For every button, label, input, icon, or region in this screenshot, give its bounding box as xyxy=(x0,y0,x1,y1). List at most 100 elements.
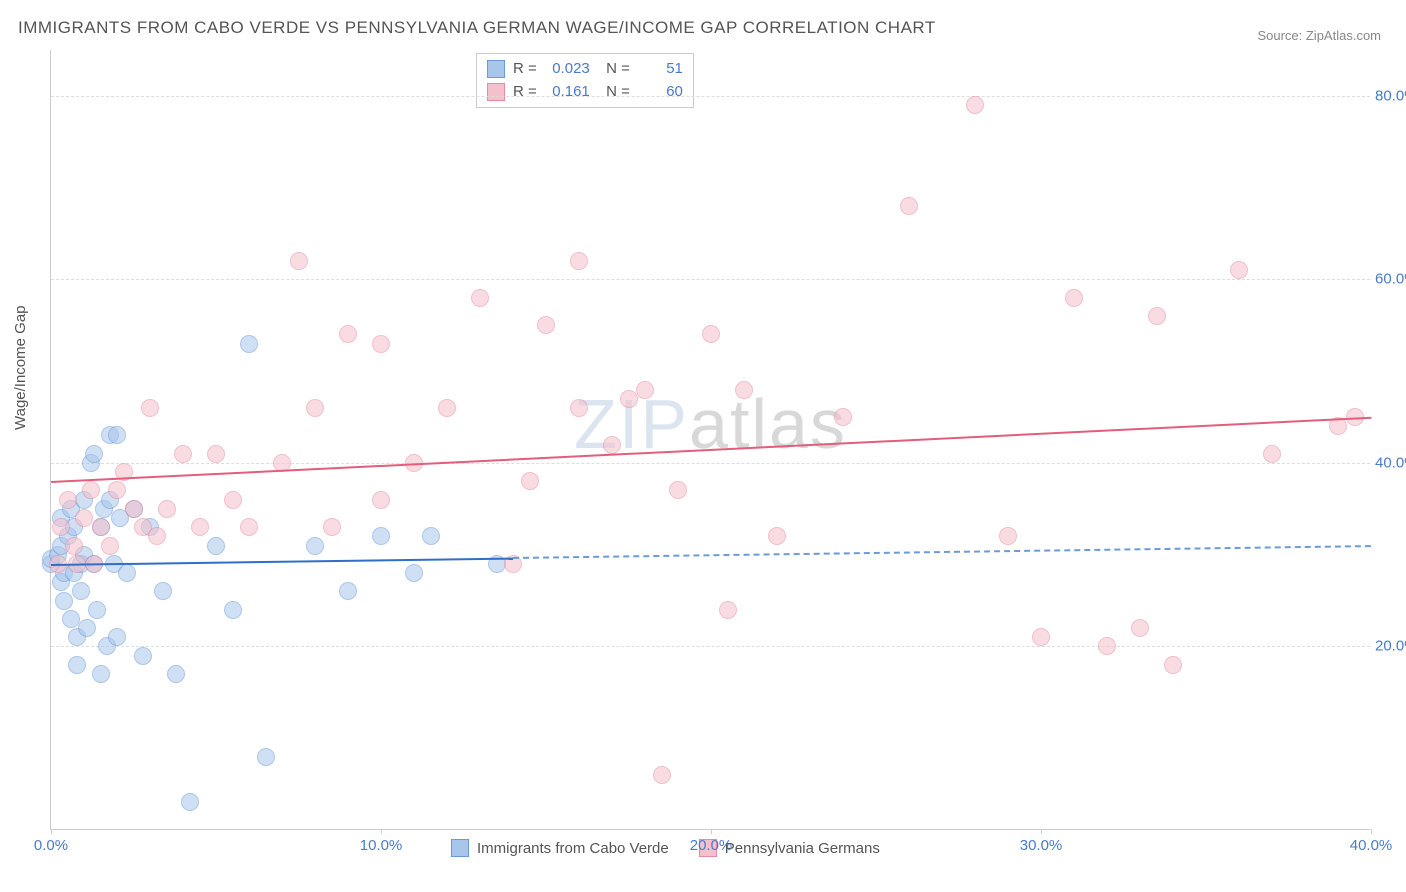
x-tick xyxy=(1041,829,1042,834)
scatter-point-series-1 xyxy=(1148,307,1166,325)
y-tick-label: 20.0% xyxy=(1375,638,1406,655)
scatter-point-series-1 xyxy=(719,601,737,619)
scatter-point-series-0 xyxy=(62,610,80,628)
scatter-point-series-0 xyxy=(88,601,106,619)
gridline xyxy=(51,279,1370,280)
scatter-point-series-0 xyxy=(108,628,126,646)
scatter-point-series-1 xyxy=(148,527,166,545)
scatter-point-series-0 xyxy=(181,793,199,811)
scatter-point-series-1 xyxy=(570,252,588,270)
scatter-point-series-0 xyxy=(306,537,324,555)
scatter-point-series-1 xyxy=(174,445,192,463)
x-tick xyxy=(1371,829,1372,834)
scatter-point-series-1 xyxy=(438,399,456,417)
scatter-point-series-1 xyxy=(768,527,786,545)
scatter-point-series-1 xyxy=(636,381,654,399)
scatter-point-series-1 xyxy=(834,408,852,426)
y-tick-label: 40.0% xyxy=(1375,454,1406,471)
chart-title: IMMIGRANTS FROM CABO VERDE VS PENNSYLVAN… xyxy=(18,18,936,38)
x-tick-label: 0.0% xyxy=(34,837,68,854)
scatter-point-series-1 xyxy=(75,509,93,527)
legend-item-series-0: Immigrants from Cabo Verde xyxy=(451,839,669,857)
scatter-point-series-1 xyxy=(603,436,621,454)
scatter-point-series-1 xyxy=(372,335,390,353)
plot-area: ZIPatlas R = 0.023 N = 51 R = 0.161 N = … xyxy=(50,50,1370,830)
trend-line-series-1 xyxy=(51,417,1371,483)
scatter-point-series-0 xyxy=(118,564,136,582)
scatter-point-series-1 xyxy=(323,518,341,536)
trend-line-series-0-dashed xyxy=(513,546,1371,560)
scatter-point-series-1 xyxy=(65,537,83,555)
scatter-point-series-1 xyxy=(158,500,176,518)
y-tick-label: 80.0% xyxy=(1375,87,1406,104)
scatter-point-series-1 xyxy=(101,537,119,555)
swatch-series-0 xyxy=(487,60,505,78)
scatter-point-series-0 xyxy=(207,537,225,555)
scatter-point-series-1 xyxy=(653,766,671,784)
scatter-point-series-1 xyxy=(306,399,324,417)
swatch-series-0-bottom xyxy=(451,839,469,857)
scatter-point-series-1 xyxy=(999,527,1017,545)
scatter-point-series-0 xyxy=(108,426,126,444)
scatter-point-series-0 xyxy=(240,335,258,353)
scatter-point-series-0 xyxy=(78,619,96,637)
scatter-point-series-1 xyxy=(108,481,126,499)
scatter-point-series-1 xyxy=(224,491,242,509)
scatter-point-series-1 xyxy=(669,481,687,499)
scatter-point-series-1 xyxy=(900,197,918,215)
corr-row-series-0: R = 0.023 N = 51 xyxy=(487,58,683,81)
scatter-point-series-1 xyxy=(537,316,555,334)
gridline xyxy=(51,646,1370,647)
x-tick xyxy=(51,829,52,834)
gridline xyxy=(51,463,1370,464)
scatter-point-series-1 xyxy=(1230,261,1248,279)
scatter-point-series-0 xyxy=(405,564,423,582)
scatter-point-series-0 xyxy=(372,527,390,545)
scatter-point-series-1 xyxy=(735,381,753,399)
x-tick-label: 20.0% xyxy=(690,837,733,854)
scatter-point-series-1 xyxy=(52,518,70,536)
scatter-point-series-0 xyxy=(154,582,172,600)
corr-row-series-1: R = 0.161 N = 60 xyxy=(487,81,683,104)
scatter-point-series-1 xyxy=(1098,637,1116,655)
scatter-point-series-1 xyxy=(570,399,588,417)
scatter-point-series-0 xyxy=(72,582,90,600)
scatter-point-series-1 xyxy=(1164,656,1182,674)
scatter-point-series-1 xyxy=(125,500,143,518)
source-attribution: Source: ZipAtlas.com xyxy=(1257,28,1381,43)
scatter-point-series-1 xyxy=(1131,619,1149,637)
correlation-legend: R = 0.023 N = 51 R = 0.161 N = 60 xyxy=(476,53,694,108)
scatter-point-series-1 xyxy=(191,518,209,536)
scatter-point-series-1 xyxy=(141,399,159,417)
scatter-point-series-0 xyxy=(55,592,73,610)
scatter-point-series-0 xyxy=(92,665,110,683)
scatter-point-series-1 xyxy=(1065,289,1083,307)
scatter-point-series-1 xyxy=(372,491,390,509)
swatch-series-1 xyxy=(487,83,505,101)
scatter-point-series-0 xyxy=(134,647,152,665)
scatter-point-series-1 xyxy=(82,481,100,499)
scatter-point-series-0 xyxy=(85,445,103,463)
x-tick-label: 30.0% xyxy=(1020,837,1063,854)
scatter-point-series-1 xyxy=(521,472,539,490)
scatter-point-series-1 xyxy=(620,390,638,408)
y-axis-label: Wage/Income Gap xyxy=(12,305,29,430)
scatter-point-series-1 xyxy=(966,96,984,114)
scatter-point-series-0 xyxy=(339,582,357,600)
x-tick xyxy=(711,829,712,834)
scatter-point-series-1 xyxy=(471,289,489,307)
scatter-point-series-0 xyxy=(167,665,185,683)
scatter-point-series-1 xyxy=(240,518,258,536)
scatter-point-series-1 xyxy=(207,445,225,463)
scatter-point-series-1 xyxy=(290,252,308,270)
scatter-point-series-1 xyxy=(59,491,77,509)
scatter-point-series-0 xyxy=(68,656,86,674)
scatter-point-series-0 xyxy=(422,527,440,545)
gridline xyxy=(51,96,1370,97)
y-tick-label: 60.0% xyxy=(1375,271,1406,288)
x-tick-label: 10.0% xyxy=(360,837,403,854)
scatter-point-series-1 xyxy=(1032,628,1050,646)
scatter-point-series-0 xyxy=(257,748,275,766)
scatter-point-series-1 xyxy=(702,325,720,343)
scatter-point-series-1 xyxy=(92,518,110,536)
